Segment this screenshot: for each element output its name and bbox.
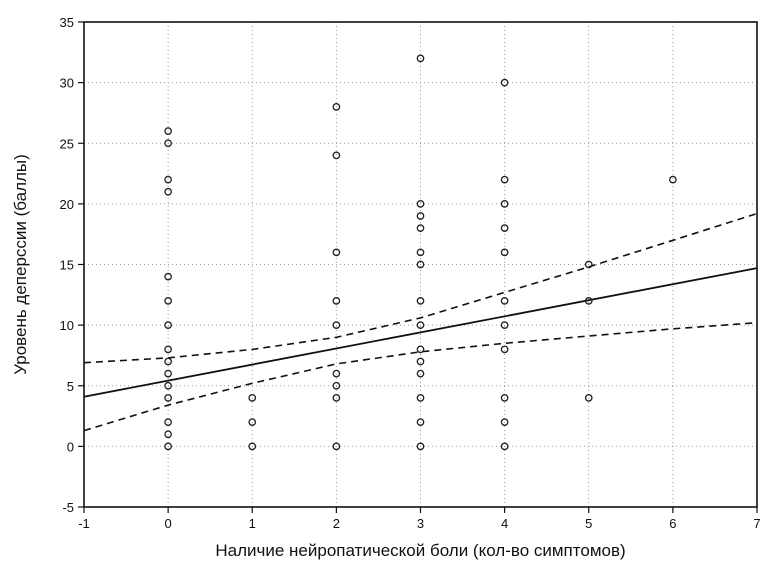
scatter-point xyxy=(500,345,509,354)
scatter-point xyxy=(416,321,425,329)
x-tick-label: -1 xyxy=(78,516,90,531)
scatter-point xyxy=(416,248,425,257)
scatter-point xyxy=(416,357,425,366)
scatter-point xyxy=(248,418,257,426)
scatter-point xyxy=(416,200,425,208)
scatter-point xyxy=(416,224,425,232)
scatter-point xyxy=(500,224,509,232)
x-tick-label: 6 xyxy=(669,516,676,531)
scatter-point xyxy=(248,442,257,451)
y-tick-label: -5 xyxy=(62,500,74,515)
x-axis-title: Наличие нейропатической боли (кол-во сим… xyxy=(215,541,625,560)
scatter-point xyxy=(164,175,172,184)
x-tick-label: 7 xyxy=(753,516,760,531)
confidence-band-upper xyxy=(83,212,758,364)
scatter-point xyxy=(332,381,341,390)
scatter-point xyxy=(416,212,425,220)
regression-lines xyxy=(83,212,758,432)
y-tick-label: 35 xyxy=(60,15,74,30)
scatter-point xyxy=(332,103,341,111)
regression-line xyxy=(83,267,758,398)
scatter-point xyxy=(669,175,677,184)
scatter-point xyxy=(416,54,425,63)
scatter-point xyxy=(500,175,509,184)
y-tick-label: 30 xyxy=(60,76,74,91)
scatter-point xyxy=(164,272,172,281)
scatter-point xyxy=(416,369,425,378)
scatter-point xyxy=(164,418,172,426)
scatter-point xyxy=(164,442,172,451)
x-tick-label: 3 xyxy=(417,516,424,531)
scatter-point xyxy=(584,394,593,402)
scatter-point xyxy=(332,394,341,402)
y-tick-label: 25 xyxy=(60,136,74,151)
scatter-point xyxy=(164,430,172,439)
scatter-point xyxy=(164,127,172,135)
y-tick-label: 10 xyxy=(60,318,74,333)
scatter-point xyxy=(500,200,509,208)
x-tick-label: 4 xyxy=(501,516,508,531)
scatter-point xyxy=(332,369,341,378)
scatter-point xyxy=(500,78,509,87)
scatter-point xyxy=(500,394,509,402)
scatter-point xyxy=(164,297,172,305)
scatter-point xyxy=(164,139,172,148)
scatter-point xyxy=(332,248,341,257)
scatter-point xyxy=(416,345,425,354)
scatter-point xyxy=(500,248,509,257)
scatter-point xyxy=(164,369,172,378)
data-points xyxy=(164,54,677,451)
scatter-point xyxy=(164,187,172,196)
scatter-point xyxy=(500,321,509,329)
grid xyxy=(84,22,757,507)
x-tick-label: 0 xyxy=(165,516,172,531)
scatter-point xyxy=(332,321,341,329)
y-tick-label: 20 xyxy=(60,197,74,212)
scatter-point xyxy=(332,151,341,160)
axis-ticks: -5 0 5 10 15 20 25 30 35 -1 0 1 2 3 4 5 6 7 xyxy=(60,15,761,531)
x-tick-label: 2 xyxy=(333,516,340,531)
scatter-point xyxy=(500,297,509,305)
scatter-point xyxy=(164,345,172,354)
y-tick-label: 0 xyxy=(67,439,74,454)
scatter-point xyxy=(416,442,425,451)
scatter-point xyxy=(584,297,593,305)
scatter-point xyxy=(584,260,593,269)
x-tick-label: 1 xyxy=(249,516,256,531)
scatter-point xyxy=(416,394,425,402)
scatter-point xyxy=(164,357,172,366)
scatter-point xyxy=(500,442,509,451)
scatter-point xyxy=(164,381,172,390)
scatter-point xyxy=(164,394,172,402)
scatter-point xyxy=(416,297,425,305)
scatter-point xyxy=(416,418,425,426)
y-tick-label: 5 xyxy=(67,379,74,394)
y-axis-title: Уровень деперссии (баллы) xyxy=(11,154,30,375)
x-tick-label: 5 xyxy=(585,516,592,531)
scatter-point xyxy=(332,442,341,451)
scatter-point xyxy=(416,260,425,269)
scatter-point xyxy=(248,394,257,402)
y-tick-label: 15 xyxy=(60,258,74,273)
scatter-point xyxy=(164,321,172,329)
scatter-point xyxy=(500,418,509,426)
scatter-point xyxy=(332,297,341,305)
